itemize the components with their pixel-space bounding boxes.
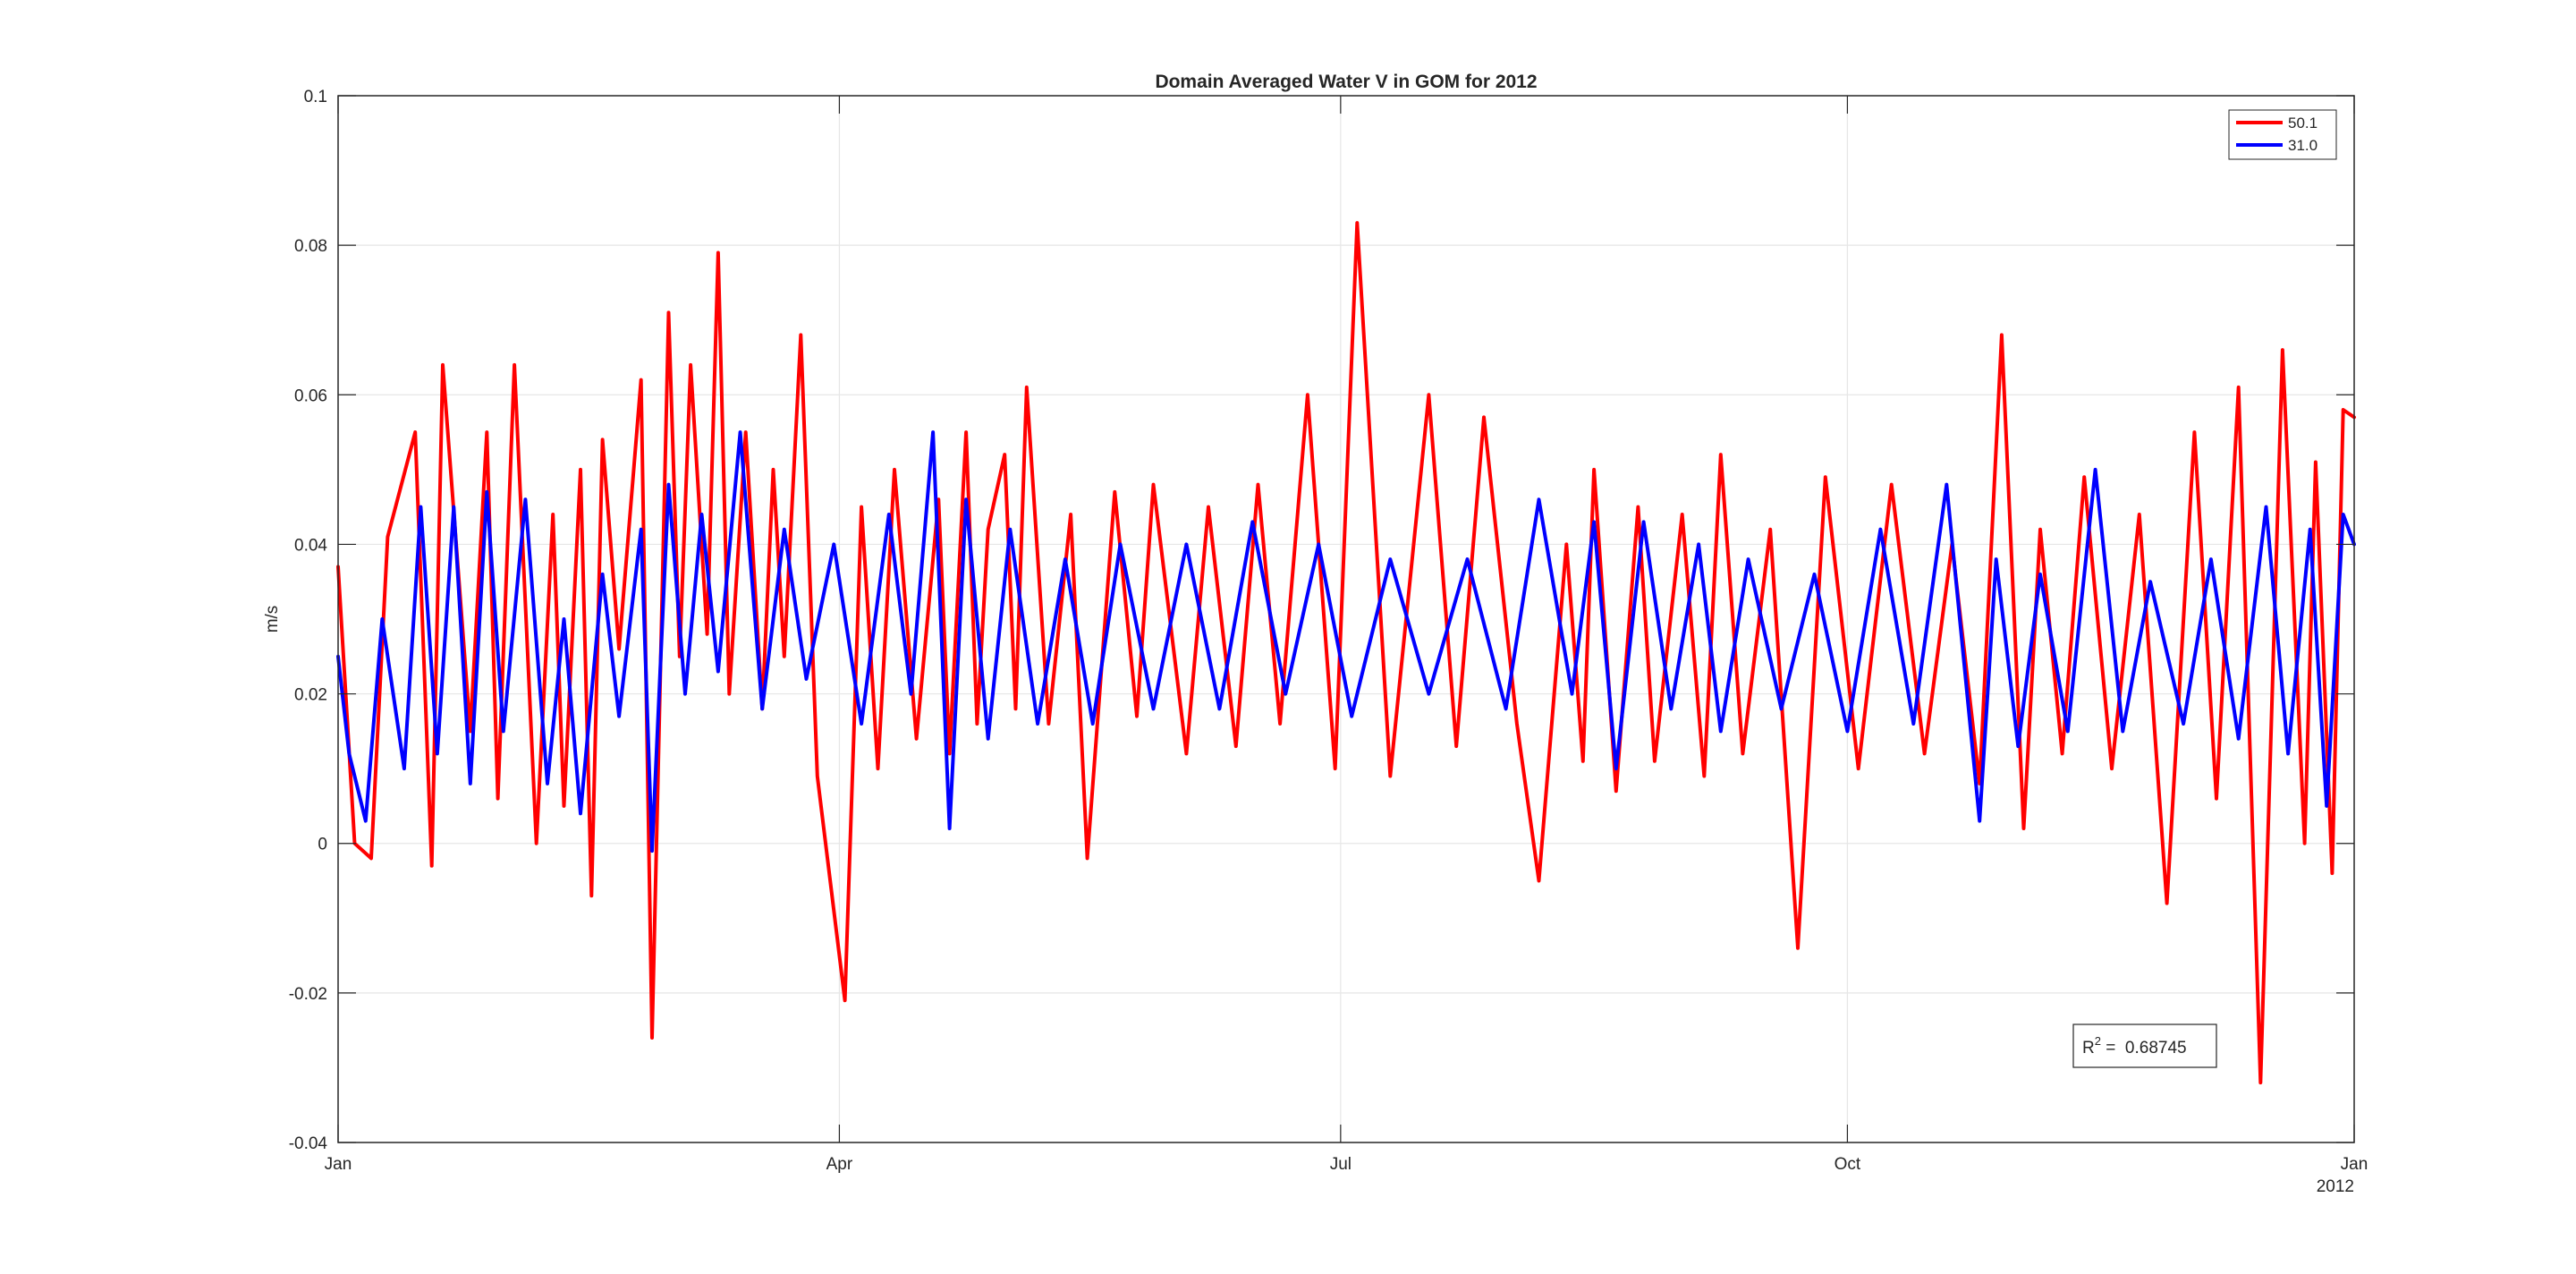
series-layer xyxy=(336,221,2356,1085)
y-tick-label: 0 xyxy=(318,836,327,854)
annotation-box xyxy=(2072,1023,2217,1068)
axes-background xyxy=(338,96,2354,1142)
series-line-50-1 xyxy=(336,221,2356,1085)
annotation-text: R2 = 0.68745 xyxy=(2082,1034,2187,1057)
y-tick-label: 0.1 xyxy=(304,88,327,106)
y-tick-label: -0.02 xyxy=(289,985,327,1004)
legend-label: 31.0 xyxy=(2288,137,2318,154)
y-tick-label: 0.02 xyxy=(294,686,327,705)
y-tick-labels: -0.04 -0.02 0 0.02 0.04 0.06 0.08 0.1 xyxy=(289,88,328,1153)
annotation-label: R xyxy=(2082,1039,2095,1057)
y-axis-label: m/s xyxy=(263,606,282,633)
x-tick-labels: Jan Apr Jul Oct Jan xyxy=(325,1155,2368,1174)
y-tick-label: 0.08 xyxy=(294,237,327,256)
x-tick-label: Oct xyxy=(1835,1155,1861,1174)
legend-box xyxy=(2228,109,2337,160)
x-tick-label: Jul xyxy=(1330,1155,1352,1174)
tick-marks xyxy=(337,95,2355,1143)
axes-box xyxy=(337,95,2355,1143)
legend-label: 50.1 xyxy=(2288,115,2318,132)
y-tick-label: 0.04 xyxy=(294,536,327,555)
y-tick-label: 0.06 xyxy=(294,386,327,405)
annotation-value: 0.68745 xyxy=(2125,1039,2187,1057)
x-tick-label: Jan xyxy=(2341,1155,2368,1174)
y-tick-label: -0.04 xyxy=(289,1134,328,1153)
x-tick-label: Jan xyxy=(325,1155,352,1174)
x-tick-label: Apr xyxy=(826,1155,853,1174)
legend: 50.1 31.0 xyxy=(2228,109,2337,160)
annotation-superscript: 2 xyxy=(2095,1034,2101,1048)
series-line-31-0 xyxy=(336,430,2356,854)
r-squared-annotation: R2 = 0.68745 xyxy=(2072,1023,2217,1068)
annotation-eq: = xyxy=(2101,1039,2125,1057)
plot-area xyxy=(336,95,2356,1143)
chart-title: Domain Averaged Water V in GOM for 2012 xyxy=(1155,72,1537,92)
x-secondary-label: 2012 xyxy=(2317,1177,2354,1196)
